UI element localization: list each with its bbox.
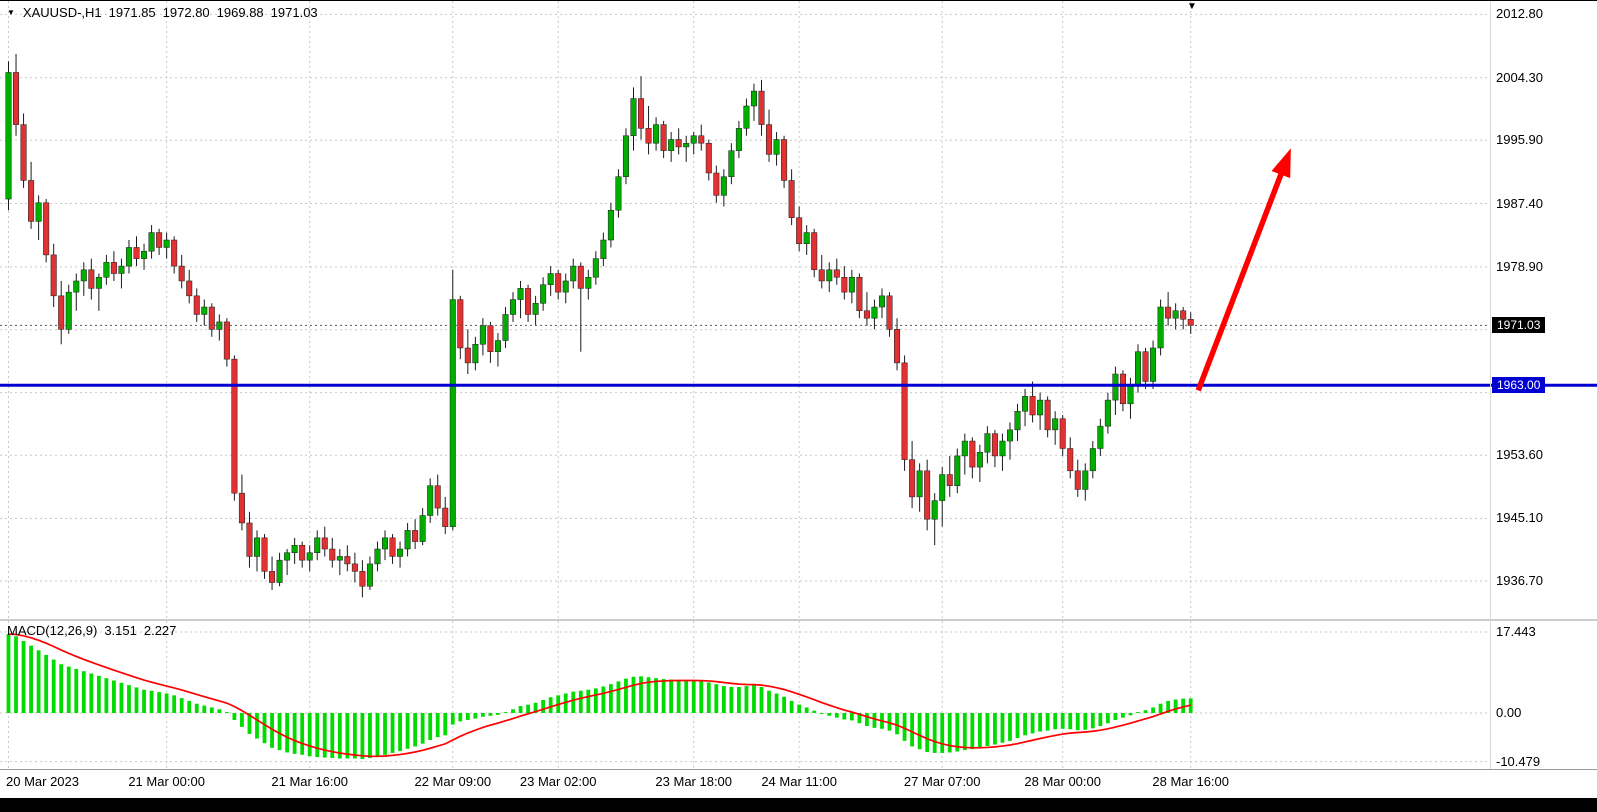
hline-price-badge[interactable]: 1963.00 [1492, 377, 1546, 394]
quote-open: 1971.85 [108, 5, 156, 20]
price-tick-label: 1987.40 [1496, 195, 1543, 211]
macd-indicator-label: MACD(12,26,9) 3.151 2.227 [7, 623, 176, 638]
current-price-badge: 1971.03 [1492, 317, 1546, 334]
price-tick-label: 2004.30 [1496, 69, 1543, 85]
symbol-timeframe: XAUUSD-,H1 [22, 5, 102, 20]
quote-close: 1971.03 [270, 5, 318, 20]
macd-signal-value: 2.227 [143, 623, 177, 638]
chart-title: ▼ XAUUSD-,H1 1971.85 1972.80 1969.88 197… [7, 5, 318, 20]
time-tick-label: 22 Mar 09:00 [414, 774, 492, 789]
macd-tick-label: -10.479 [1496, 753, 1541, 769]
time-tick-label: 21 Mar 00:00 [128, 774, 205, 789]
time-tick-label: 28 Mar 00:00 [1024, 774, 1101, 789]
quote-high: 1972.80 [162, 5, 210, 20]
time-tick-label: 23 Mar 18:00 [655, 774, 733, 789]
time-tick-label: 23 Mar 02:00 [519, 774, 597, 789]
time-tick-label: 27 Mar 07:00 [903, 774, 981, 789]
price-tick-label: 1953.60 [1496, 447, 1543, 463]
autoscroll-marker-icon[interactable]: ▼ [1187, 1, 1197, 12]
time-tick-label: 20 Mar 2023 [6, 774, 79, 789]
macd-tick-label: 17.443 [1496, 623, 1536, 639]
macd-tick-label: 0.00 [1496, 705, 1522, 720]
macd-main-value: 3.151 [104, 623, 137, 638]
price-tick-label: 1945.10 [1496, 510, 1543, 526]
time-tick-label: 21 Mar 16:00 [271, 774, 348, 789]
bottom-bar [0, 798, 1597, 812]
price-tick-label: 1995.90 [1496, 132, 1543, 148]
price-tick-label: 1936.70 [1496, 573, 1543, 589]
symbol-dropdown-icon[interactable]: ▼ [7, 8, 15, 17]
time-tick-label: 24 Mar 11:00 [761, 774, 837, 789]
quote-low: 1969.88 [216, 5, 264, 20]
price-tick-label: 2012.80 [1496, 6, 1543, 22]
price-tick-label: 1978.90 [1496, 258, 1543, 274]
macd-name: MACD(12,26,9) [7, 623, 98, 638]
time-tick-label: 28 Mar 16:00 [1152, 774, 1230, 789]
